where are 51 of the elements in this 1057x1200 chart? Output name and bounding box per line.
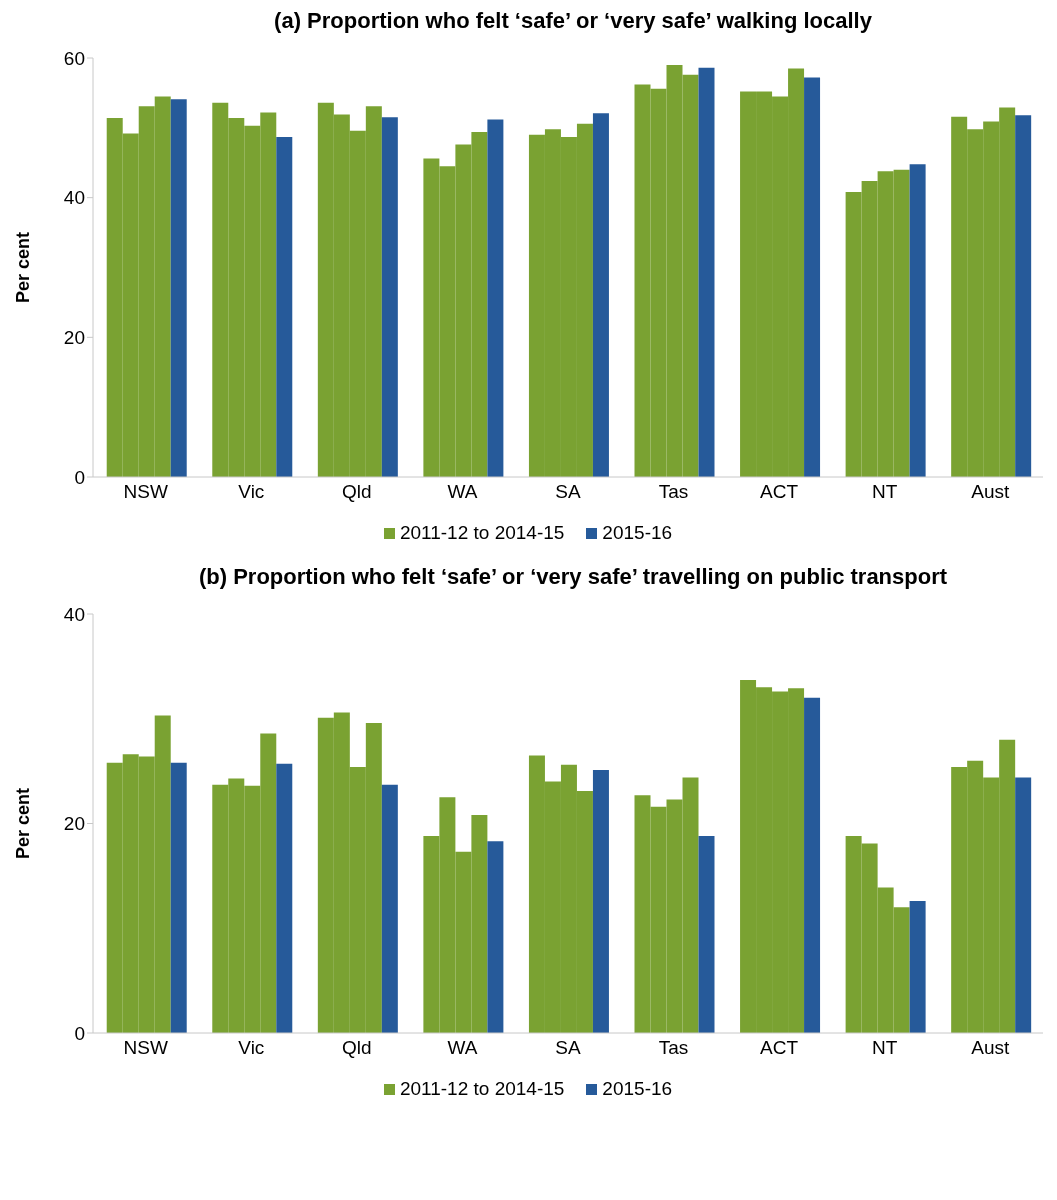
- bar: [381, 117, 398, 477]
- bar: [698, 836, 715, 1033]
- x-tick-label: WA: [447, 481, 478, 503]
- bar: [909, 901, 926, 1033]
- y-tick-label: 0: [74, 1022, 85, 1044]
- x-tick-label: SA: [555, 1037, 581, 1059]
- x-tick-label: Vic: [238, 481, 265, 503]
- legend-label: 2011-12 to 2014-15: [399, 522, 565, 544]
- x-tick-label: Aust: [971, 481, 1010, 503]
- legend-label: 2011-12 to 2014-15: [399, 1078, 565, 1100]
- bar: [1015, 777, 1032, 1033]
- x-tick-label: WA: [447, 1037, 478, 1059]
- x-tick-label: NSW: [123, 1037, 169, 1059]
- bar: [804, 697, 821, 1033]
- x-tick-label: NT: [872, 481, 898, 503]
- x-tick-label: ACT: [760, 481, 799, 503]
- x-tick-label: Tas: [658, 481, 689, 503]
- bar: [909, 164, 926, 477]
- x-tick-label: NSW: [123, 481, 169, 503]
- x-tick-label: Qld: [342, 481, 372, 503]
- y-axis-title: Per cent: [13, 231, 34, 304]
- bar: [276, 136, 293, 477]
- x-tick-label: Qld: [342, 1037, 372, 1059]
- x-tick-label: Tas: [658, 1037, 689, 1059]
- y-tick-label: 40: [63, 603, 85, 625]
- bar: [170, 99, 187, 477]
- y-axis-title: Per cent: [13, 787, 34, 860]
- bar: [170, 762, 187, 1033]
- x-tick-label: Vic: [238, 1037, 265, 1059]
- chart-title: (a) Proportion who felt ‘safe’ or ‘very safe’ walking locally: [273, 8, 873, 34]
- chart-title: (b) Proportion who felt ‘safe’ or ‘very safe’ travelling on public transport: [197, 564, 949, 590]
- bar: [276, 763, 293, 1033]
- legend-label: 2015-16: [602, 522, 673, 544]
- y-tick-label: 40: [63, 187, 85, 209]
- legend-label: 2015-16: [602, 1078, 673, 1100]
- bar: [381, 784, 398, 1033]
- bar: [592, 113, 609, 477]
- bar: [487, 841, 504, 1033]
- x-tick-label: Aust: [971, 1037, 1010, 1059]
- bar: [487, 119, 504, 477]
- y-tick-label: 0: [74, 466, 85, 488]
- y-tick-label: 20: [63, 327, 85, 349]
- x-tick-label: SA: [555, 481, 581, 503]
- y-tick-label: 20: [63, 813, 85, 835]
- y-tick-label: 60: [63, 47, 85, 69]
- x-tick-label: ACT: [760, 1037, 799, 1059]
- bar: [804, 77, 821, 477]
- bar: [698, 67, 715, 477]
- bar: [592, 770, 609, 1033]
- x-tick-label: NT: [872, 1037, 898, 1059]
- bar: [1015, 115, 1032, 477]
